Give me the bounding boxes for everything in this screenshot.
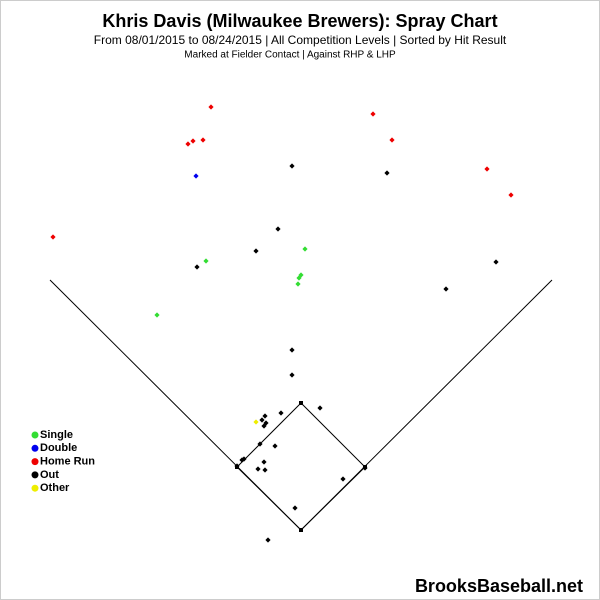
hit-point: [203, 258, 209, 264]
hit-point: [200, 137, 206, 143]
hit-point: [190, 138, 196, 144]
hit-point: [262, 413, 268, 419]
chart-subtitle: From 08/01/2015 to 08/24/2015 | All Comp…: [94, 33, 507, 47]
hit-point: [317, 405, 323, 411]
hit-point: [302, 246, 308, 252]
hit-point: [272, 443, 278, 449]
legend-marker: [31, 484, 39, 492]
hit-point: [362, 465, 368, 471]
hit-point: [255, 466, 261, 472]
hit-point: [154, 312, 160, 318]
hit-point: [493, 259, 499, 265]
hit-point: [289, 372, 295, 378]
legend-marker: [31, 431, 39, 439]
hit-point: [275, 226, 281, 232]
hit-point: [265, 537, 271, 543]
hit-point: [208, 104, 214, 110]
second-base: [299, 401, 303, 405]
hit-point: [194, 264, 200, 270]
hit-point: [261, 459, 267, 465]
legend-label: Single: [40, 429, 73, 441]
hit-point: [370, 111, 376, 117]
hit-point: [443, 286, 449, 292]
hit-point: [234, 463, 240, 469]
legend-label: Other: [40, 482, 70, 494]
legend-marker: [31, 458, 39, 466]
hit-point: [278, 410, 284, 416]
hit-point: [239, 457, 245, 463]
hit-point: [262, 467, 268, 473]
hit-point: [484, 166, 490, 172]
hit-point: [296, 275, 302, 281]
legend-marker: [31, 471, 39, 479]
hit-point: [292, 505, 298, 511]
hit-point: [185, 141, 191, 147]
hit-point: [384, 170, 390, 176]
legend-label: Home Run: [40, 456, 95, 468]
chart-note: Marked at Fielder Contact | Against RHP …: [184, 50, 396, 61]
chart-title: Khris Davis (Milwaukee Brewers): Spray C…: [102, 11, 497, 31]
watermark: BrooksBaseball.net: [415, 576, 583, 596]
hit-point: [340, 476, 346, 482]
hit-point: [508, 192, 514, 198]
hit-point: [289, 347, 295, 353]
hit-point: [261, 423, 267, 429]
hit-point: [389, 137, 395, 143]
hit-point: [50, 234, 56, 240]
hit-point: [253, 248, 259, 254]
hit-point: [193, 173, 199, 179]
legend-label: Out: [40, 469, 59, 481]
hit-point: [289, 163, 295, 169]
hit-point: [259, 417, 265, 423]
legend-label: Double: [40, 442, 77, 454]
legend-marker: [31, 444, 39, 452]
hit-point: [257, 441, 263, 447]
hit-point: [295, 281, 301, 287]
hit-point: [253, 419, 259, 425]
home-plate: [299, 528, 303, 532]
